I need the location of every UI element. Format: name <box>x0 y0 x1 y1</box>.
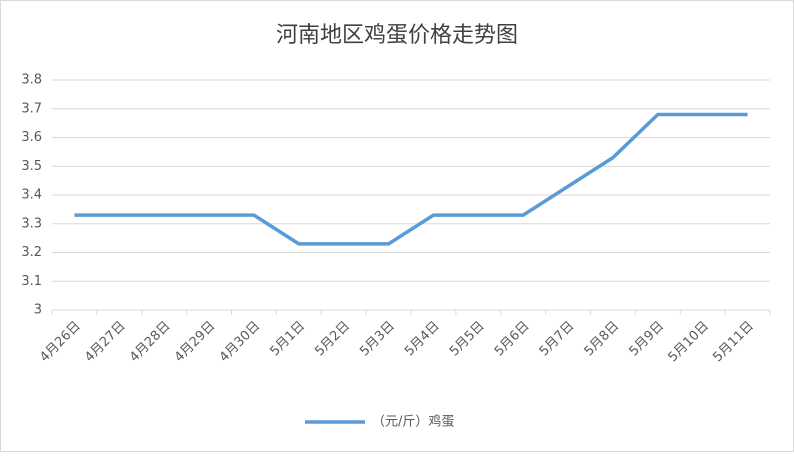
legend-label: （元/斤）鸡蛋 <box>372 414 454 430</box>
y-tick-label: 3.2 <box>21 245 42 260</box>
chart-title: 河南地区鸡蛋价格走势图 <box>276 23 518 48</box>
y-tick-label: 3.4 <box>21 188 42 203</box>
y-tick-label: 3.8 <box>21 73 42 88</box>
y-tick-label: 3.7 <box>21 101 42 116</box>
series-line <box>74 112 748 246</box>
y-tick-label: 3.3 <box>21 216 42 231</box>
y-tick-label: 3.6 <box>21 130 42 145</box>
y-tick-label: 3.1 <box>21 274 42 289</box>
y-tick-label: 3.5 <box>21 159 42 174</box>
y-tick-label: 3 <box>34 303 42 318</box>
